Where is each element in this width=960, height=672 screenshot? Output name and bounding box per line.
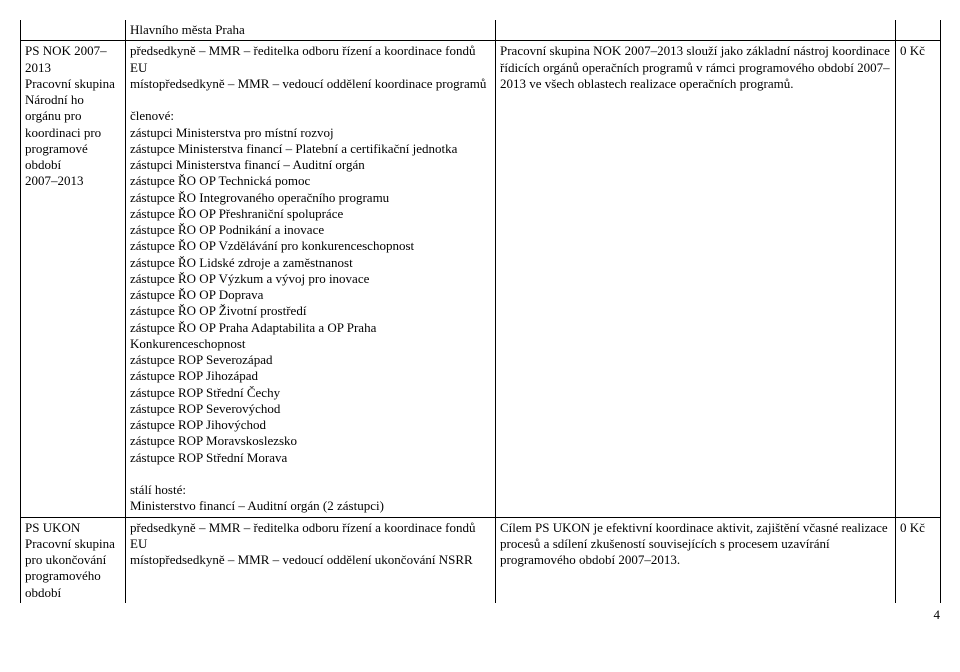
page-number: 4: [20, 603, 940, 623]
cell-empty: [496, 20, 896, 41]
document-table: Hlavního města Praha PS NOK 2007–2013 Pr…: [20, 20, 941, 603]
cell-row1-col3: Pracovní skupina NOK 2007–2013 slouží ja…: [496, 41, 896, 517]
cell-row2-col4: 0 Kč: [896, 517, 941, 603]
cell-col2-top: Hlavního města Praha: [126, 20, 496, 41]
cell-row2-col2: předsedkyně – MMR – ředitelka odboru říz…: [126, 517, 496, 603]
table-row: Hlavního města Praha: [21, 20, 941, 41]
cell-empty: [896, 20, 941, 41]
cell-empty: [21, 20, 126, 41]
table-row: PS NOK 2007–2013 Pracovní skupina Národn…: [21, 41, 941, 517]
table-row: PS UKON Pracovní skupina pro ukončování …: [21, 517, 941, 603]
cell-row1-col2: předsedkyně – MMR – ředitelka odboru říz…: [126, 41, 496, 517]
cell-row1-col4: 0 Kč: [896, 41, 941, 517]
cell-row2-col1: PS UKON Pracovní skupina pro ukončování …: [21, 517, 126, 603]
cell-row2-col3: Cílem PS UKON je efektivní koordinace ak…: [496, 517, 896, 603]
cell-row1-col1: PS NOK 2007–2013 Pracovní skupina Národn…: [21, 41, 126, 517]
